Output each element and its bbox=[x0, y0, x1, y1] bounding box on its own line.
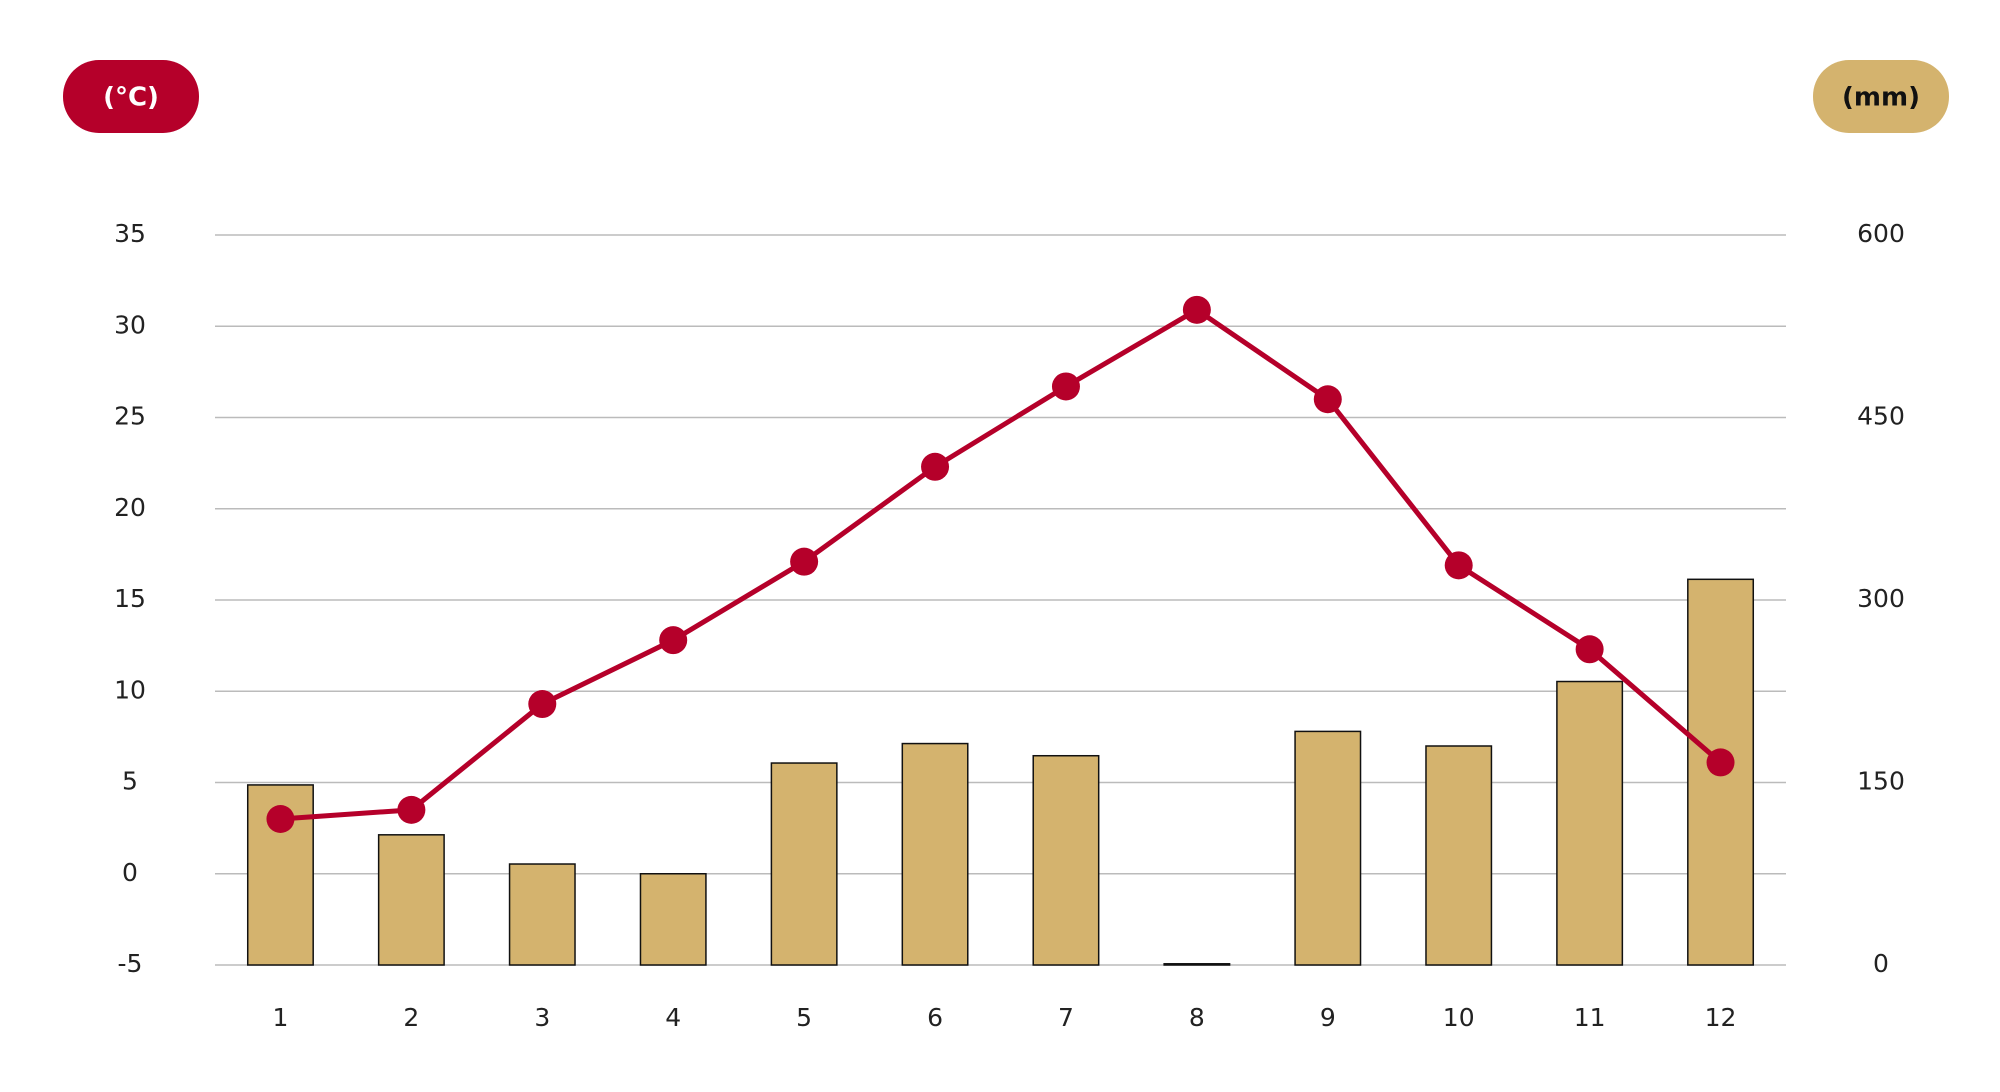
y2-tick-label: 450 bbox=[1857, 402, 1905, 431]
point bbox=[266, 805, 295, 833]
y2-tick-label: 600 bbox=[1857, 219, 1905, 248]
y2-label-badge bbox=[1813, 60, 1949, 133]
y2-tick-label: 150 bbox=[1857, 767, 1905, 796]
bar bbox=[1032, 754, 1100, 966]
point bbox=[1313, 385, 1342, 414]
y-tick-label: 5 bbox=[122, 767, 138, 796]
x-tick-label: 2 bbox=[403, 1003, 419, 1032]
x-tick-label: 4 bbox=[665, 1003, 681, 1032]
y2-tick-label: 300 bbox=[1857, 584, 1905, 613]
y-tick-label: 35 bbox=[114, 219, 146, 248]
y-tick-label: 0 bbox=[122, 858, 138, 887]
x-tick-label: 1 bbox=[273, 1003, 289, 1032]
bar bbox=[1294, 730, 1362, 966]
x-tick-label: 8 bbox=[1189, 1003, 1205, 1032]
point bbox=[1575, 635, 1604, 664]
point bbox=[1051, 372, 1080, 401]
x-tick-label: 12 bbox=[1705, 1003, 1737, 1032]
bar bbox=[901, 742, 969, 966]
y-tick-label: 25 bbox=[114, 402, 146, 431]
point bbox=[790, 547, 819, 576]
point bbox=[659, 626, 688, 655]
bar bbox=[1163, 963, 1231, 966]
point bbox=[528, 690, 557, 719]
point bbox=[1706, 748, 1735, 777]
x-tick-label: 10 bbox=[1443, 1003, 1475, 1032]
y-axis-label: (°C) bbox=[103, 83, 159, 113]
bar bbox=[1425, 745, 1493, 966]
point bbox=[397, 795, 426, 824]
y-tick-label: 30 bbox=[114, 310, 146, 339]
point bbox=[1182, 295, 1211, 324]
point bbox=[921, 452, 950, 481]
y2-axis-label: (mm) bbox=[1842, 83, 1920, 113]
y-tick-label: 15 bbox=[114, 584, 146, 613]
temperature-line bbox=[280, 306, 1723, 822]
x-tick-label: 11 bbox=[1574, 1003, 1606, 1032]
x-tick-label: 9 bbox=[1320, 1003, 1336, 1032]
bar bbox=[639, 873, 707, 966]
y-tick-label: 20 bbox=[114, 493, 146, 522]
x-tick-label: 3 bbox=[534, 1003, 550, 1032]
y-tick-label: 10 bbox=[114, 675, 146, 704]
bar bbox=[377, 834, 445, 966]
bar bbox=[770, 762, 838, 966]
y-tick-label: -5 bbox=[118, 949, 143, 978]
x-tick-label: 5 bbox=[796, 1003, 812, 1032]
x-tick-label: 6 bbox=[927, 1003, 943, 1032]
x-tick-label: 7 bbox=[1058, 1003, 1074, 1032]
y-label-badge bbox=[63, 60, 199, 133]
bar bbox=[508, 863, 576, 966]
bar bbox=[1556, 680, 1624, 966]
point bbox=[1444, 551, 1473, 580]
y2-tick-label: 0 bbox=[1873, 949, 1889, 978]
